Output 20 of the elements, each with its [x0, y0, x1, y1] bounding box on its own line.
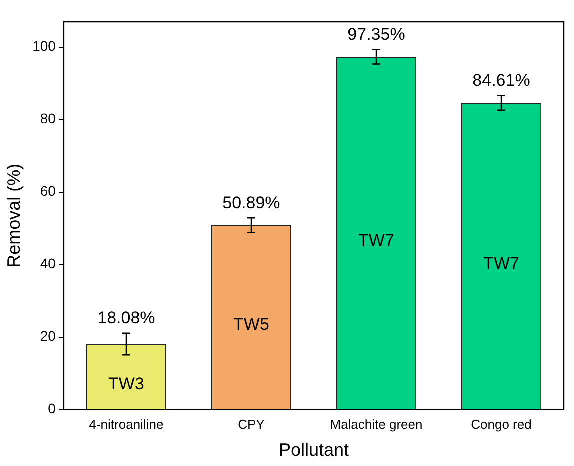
data-label: 50.89%: [222, 193, 280, 212]
y-tick-label: 0: [48, 400, 56, 417]
annotation: TW3: [108, 374, 144, 394]
x-tick-label: Congo red: [471, 417, 532, 432]
annotation: TW7: [358, 230, 394, 250]
x-tick-label: Malachite green: [330, 417, 423, 432]
annotation: TW5: [234, 315, 270, 334]
y-tick-label: 40: [40, 256, 56, 272]
x-axis-title: Pollutant: [278, 440, 350, 460]
x-tick-label: 4-nitroaniline: [89, 417, 164, 432]
data-label: 84.61%: [472, 71, 530, 90]
y-tick-label: 20: [40, 328, 56, 344]
annotation: TW7: [484, 254, 520, 273]
y-tick-label: 60: [40, 183, 56, 200]
x-tick-label: CPY: [238, 417, 266, 432]
data-label: 97.35%: [348, 24, 406, 44]
data-label: 18.08%: [98, 308, 156, 328]
y-tick-label: 100: [32, 38, 56, 54]
y-axis-title: Removal (%): [4, 164, 24, 268]
y-tick-label: 80: [40, 110, 56, 127]
